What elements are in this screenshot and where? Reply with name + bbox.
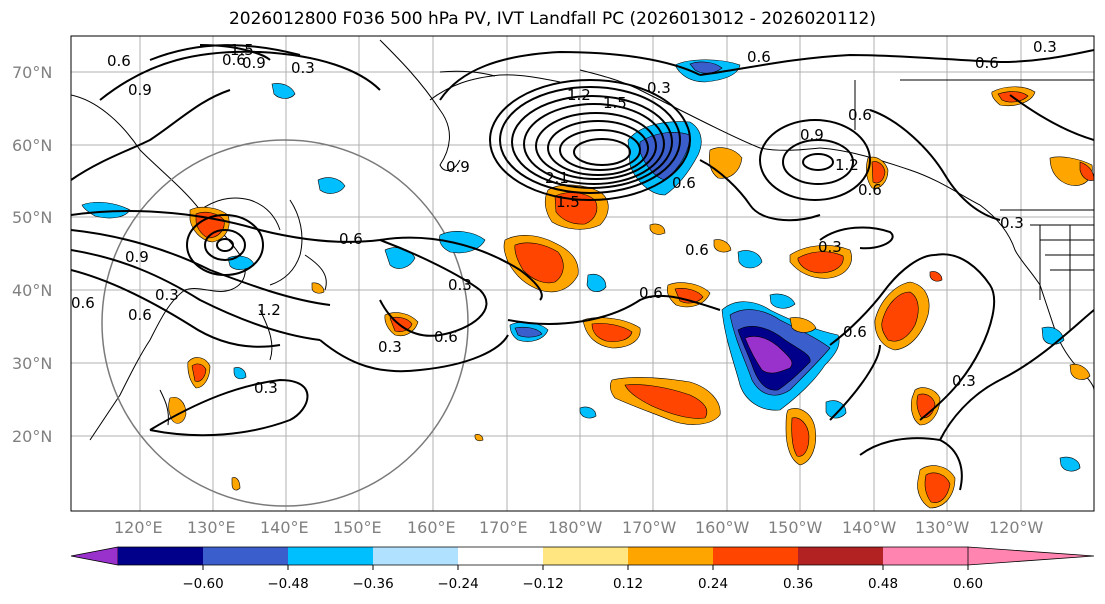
- colorbar-tick-label: 0.60: [953, 576, 983, 592]
- colorbar-extend-right: [967, 546, 1095, 566]
- colorbar-segment: [373, 547, 458, 565]
- contour-label: 0.3: [155, 286, 179, 304]
- contour-label: 0.3: [952, 372, 976, 390]
- contour-label: 0.9: [446, 158, 470, 176]
- contour-label: 0.9: [800, 126, 824, 144]
- lat-label: 20°N: [12, 427, 52, 446]
- lon-label: 130°W: [915, 518, 970, 537]
- contour-label: 0.6: [222, 51, 246, 69]
- lon-label: 120°E: [114, 518, 163, 537]
- colorbar-extend-left: [70, 546, 119, 566]
- contour-label: 1.2: [257, 301, 281, 319]
- colorbar-segment: [543, 547, 628, 565]
- lon-label: 180°W: [548, 518, 603, 537]
- colorbar-segment: [288, 547, 373, 565]
- contour-label: 0.6: [71, 294, 95, 312]
- colorbar-tick-label: 0.48: [868, 576, 898, 592]
- colorbar-tick-label: −0.48: [267, 576, 308, 592]
- colorbar-segment: [798, 547, 883, 565]
- contour-label: 0.3: [254, 379, 278, 397]
- colorbar-segment: [883, 547, 968, 565]
- contour-label: 0.6: [848, 106, 872, 124]
- coastlines: [71, 39, 1094, 441]
- contour-label: 0.3: [647, 79, 671, 97]
- contour-label: 0.6: [975, 54, 999, 72]
- contour-label: 2.1: [545, 169, 569, 187]
- contour-label: 1.5: [556, 193, 580, 211]
- lat-label: 70°N: [12, 63, 52, 82]
- lon-label: 140°W: [842, 518, 897, 537]
- contour-label: 0.3: [818, 238, 842, 256]
- contour-label: 0.9: [242, 54, 266, 72]
- lat-label: 40°N: [12, 281, 52, 300]
- lon-label: 140°E: [260, 518, 309, 537]
- lon-label: 150°W: [768, 518, 823, 537]
- colorbar-segment: [713, 547, 798, 565]
- contour-label: 0.6: [434, 328, 458, 346]
- contour-label: 0.6: [685, 241, 709, 259]
- longitude-labels: 120°E 130°E 140°E 150°E 160°E 170°E 180°…: [114, 518, 1044, 537]
- contour-label: 0.9: [128, 81, 152, 99]
- range-circle: [101, 139, 469, 507]
- contour-label: 0.6: [843, 323, 867, 341]
- contour-label: 0.3: [1033, 38, 1057, 56]
- colorbar-segment: [118, 547, 203, 565]
- contour-label: 0.6: [639, 284, 663, 302]
- colorbar-tick-label: 0.24: [698, 576, 728, 592]
- contour-label: 0.6: [128, 306, 152, 324]
- ivt-shading: [81, 59, 1094, 509]
- contour-label: 0.6: [339, 230, 363, 248]
- lat-label: 60°N: [12, 136, 52, 155]
- contour-label: 0.3: [448, 276, 472, 294]
- contour-label: 1.2: [567, 86, 591, 104]
- contour-label: 0.6: [747, 48, 771, 66]
- lon-label: 170°E: [479, 518, 528, 537]
- gridlines: [71, 36, 1094, 511]
- contour-labels: 0.6 1.5 0.9 0.3 0.6 0.9 1.2 1.5 0.3 0.6 …: [71, 38, 1057, 397]
- colorbar-tick-label: 0.12: [613, 576, 643, 592]
- lon-label: 120°W: [989, 518, 1044, 537]
- colorbar-tick-label: −0.36: [352, 576, 393, 592]
- colorbar-segment: [203, 547, 288, 565]
- colorbar: −0.60 −0.48 −0.36 −0.24 −0.12 0.12 0.24 …: [70, 546, 1095, 592]
- colorbar-tick-label: −0.12: [522, 576, 563, 592]
- colorbar-tick-label: −0.60: [182, 576, 223, 592]
- colorbar-tick-label: −0.24: [437, 576, 478, 592]
- contour-label: 0.3: [378, 338, 402, 356]
- latitude-labels: 70°N 60°N 50°N 40°N 30°N 20°N: [12, 63, 52, 446]
- colorbar-tick-label: 0.36: [783, 576, 813, 592]
- map-area: 0.6 1.5 0.9 0.3 0.6 0.9 1.2 1.5 0.3 0.6 …: [71, 36, 1094, 511]
- colorbar-segment: [458, 547, 543, 565]
- lon-label: 160°W: [695, 518, 750, 537]
- colorbar-segment: [628, 547, 713, 565]
- contour-label: 0.3: [291, 59, 315, 77]
- pv-contours: [71, 44, 1094, 491]
- lat-label: 50°N: [12, 208, 52, 227]
- lon-label: 160°E: [407, 518, 456, 537]
- contour-label: 0.6: [107, 52, 131, 70]
- lon-label: 150°E: [333, 518, 382, 537]
- lon-label: 170°W: [622, 518, 677, 537]
- contour-label: 1.5: [603, 94, 627, 112]
- plot-title: 2026012800 F036 500 hPa PV, IVT Landfall…: [228, 9, 876, 29]
- lon-label: 130°E: [187, 518, 236, 537]
- contour-label: 0.3: [1000, 214, 1024, 232]
- contour-label: 1.5: [230, 41, 254, 59]
- contour-label: 1.2: [835, 156, 859, 174]
- contour-label: 0.6: [858, 181, 882, 199]
- map-frame: [70, 35, 1095, 512]
- contour-label: 0.6: [672, 174, 696, 192]
- lat-label: 30°N: [12, 354, 52, 373]
- contour-label: 0.9: [125, 248, 149, 266]
